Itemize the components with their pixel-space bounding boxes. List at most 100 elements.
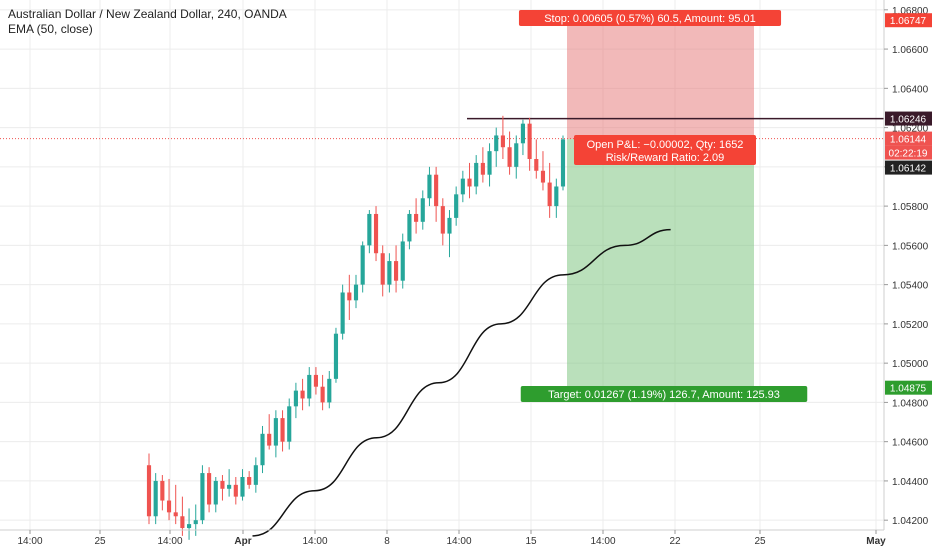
candle-body[interactable] [447, 217, 452, 234]
price-badge-current-text: 1.06144 [890, 135, 927, 146]
candle-body[interactable] [273, 418, 278, 446]
candle-body[interactable] [547, 182, 552, 207]
candle-body[interactable] [427, 174, 432, 199]
candle-body[interactable] [287, 406, 292, 442]
candle-body[interactable] [420, 198, 425, 222]
candle-body[interactable] [153, 480, 158, 517]
candle-body[interactable] [347, 292, 352, 301]
candle-body[interactable] [267, 433, 272, 446]
candle-body[interactable] [173, 512, 178, 517]
price-badge-resistance-text: 1.06246 [890, 115, 927, 126]
stop-loss-zone[interactable] [567, 20, 754, 139]
chart-header: Australian Dollar / New Zealand Dollar, … [8, 7, 287, 37]
candle-body[interactable] [380, 253, 385, 285]
candle-body[interactable] [560, 139, 566, 187]
candle-body[interactable] [393, 261, 399, 281]
price-badge-entry-text: 1.06142 [890, 164, 927, 175]
candle-body[interactable] [293, 390, 298, 407]
candle-body[interactable] [407, 213, 412, 242]
candle-body[interactable] [400, 241, 405, 281]
candle-body[interactable] [367, 213, 372, 246]
stop-label-box[interactable] [518, 10, 782, 26]
candle-body[interactable] [193, 520, 198, 525]
candle-body[interactable] [340, 292, 345, 334]
price-tick-label: 1.04600 [892, 438, 929, 449]
candle-body[interactable] [554, 186, 559, 207]
candle-body[interactable] [240, 477, 245, 497]
candle-body[interactable] [540, 170, 546, 183]
time-tick-label: 22 [669, 536, 681, 547]
candle-body[interactable] [300, 390, 305, 399]
candle-body[interactable] [247, 477, 252, 485]
candle-body[interactable] [333, 333, 339, 379]
time-tick-label: 14:00 [17, 536, 42, 547]
risk-reward-label: Risk/Reward Ratio: 2.09 [606, 152, 725, 164]
candle-body[interactable] [474, 162, 479, 187]
price-badge-current [885, 131, 932, 146]
time-tick-label: 14:00 [590, 536, 615, 547]
symbol-title: Australian Dollar / New Zealand Dollar, … [8, 7, 287, 21]
candle-body[interactable] [373, 213, 379, 254]
price-tick-label: 1.05800 [892, 202, 929, 213]
price-badge-resistance [885, 111, 932, 126]
candle-body[interactable] [487, 151, 492, 175]
candle-body[interactable] [480, 162, 485, 175]
candle-body[interactable] [507, 147, 512, 167]
candle-body[interactable] [460, 178, 465, 195]
pnl-box[interactable] [574, 135, 756, 165]
take-profit-zone[interactable] [567, 138, 754, 388]
target-label: Target: 0.01267 (1.19%) 126.7, Amount: 1… [548, 389, 780, 401]
candle-body[interactable] [180, 516, 185, 529]
pnl-label: Open P&L: −0.00002, Qty: 1652 [587, 139, 744, 151]
candle-body[interactable] [200, 473, 205, 521]
price-axis-bg [884, 0, 932, 550]
candle-body[interactable] [253, 465, 258, 485]
candle-body[interactable] [360, 245, 365, 285]
time-tick-label: May [866, 536, 886, 547]
candle-body[interactable] [307, 374, 312, 399]
candle-body[interactable] [440, 206, 445, 234]
candle-body[interactable] [146, 465, 152, 517]
candle-body[interactable] [166, 500, 172, 513]
price-badge-stop [885, 13, 932, 28]
candle-body[interactable] [467, 178, 472, 187]
candle-body[interactable] [260, 433, 265, 466]
candle-body[interactable] [534, 159, 539, 171]
time-tick-label: 14:00 [157, 536, 182, 547]
candle-body[interactable] [186, 524, 192, 529]
candle-body[interactable] [527, 123, 532, 159]
candle-body[interactable] [160, 480, 165, 501]
candle-body[interactable] [494, 135, 499, 152]
price-tick-label: 1.06400 [892, 84, 929, 95]
candle-body[interactable] [434, 174, 439, 207]
candle-body[interactable] [220, 480, 225, 489]
candle-body[interactable] [500, 135, 505, 148]
time-tick-label: 25 [754, 536, 766, 547]
candle-body[interactable] [387, 261, 392, 285]
price-tick-label: 1.04200 [892, 516, 929, 527]
time-tick-label: 14:00 [446, 536, 471, 547]
candle-body[interactable] [207, 473, 212, 505]
candle-body[interactable] [454, 194, 459, 218]
price-tick-label: 1.05600 [892, 241, 929, 252]
candle-body[interactable] [414, 213, 419, 222]
candle-body[interactable] [353, 284, 359, 301]
target-label-box[interactable] [520, 386, 808, 402]
candle-body[interactable] [233, 484, 238, 497]
candle-body[interactable] [520, 123, 526, 144]
candle-body[interactable] [213, 480, 218, 505]
time-tick-label: 25 [94, 536, 106, 547]
countdown-badge-text: 02:22:19 [889, 149, 928, 160]
candle-body[interactable] [313, 374, 319, 387]
countdown-badge [885, 145, 932, 160]
price-badge-target [885, 380, 932, 395]
price-tick-label: 1.05200 [892, 320, 929, 331]
candle-body[interactable] [327, 378, 332, 403]
price-badge-entry [885, 160, 932, 175]
candle-body[interactable] [280, 418, 285, 442]
candle-body[interactable] [320, 386, 325, 403]
candle-body[interactable] [227, 484, 232, 489]
candle-body[interactable] [514, 143, 519, 167]
